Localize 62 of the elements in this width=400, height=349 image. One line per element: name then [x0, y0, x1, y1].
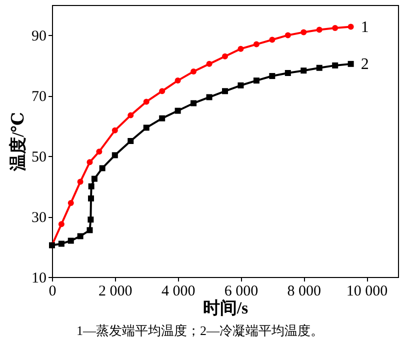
point — [300, 68, 307, 74]
point — [99, 165, 106, 172]
point — [238, 46, 244, 52]
point — [112, 152, 118, 158]
point — [206, 94, 212, 100]
x-tick-label: 2 000 — [98, 284, 132, 300]
point — [58, 240, 64, 247]
point — [253, 78, 260, 84]
point — [174, 78, 181, 84]
point — [143, 98, 150, 105]
point — [316, 26, 322, 33]
point — [332, 62, 338, 68]
text: 1—蒸发端平均温度；2—冷凝端平均温度。 — [76, 322, 324, 340]
point — [91, 176, 98, 182]
point — [77, 233, 84, 240]
point — [206, 60, 212, 67]
x-axis-title: 时间/s — [202, 298, 249, 318]
series-label: 2 — [360, 56, 369, 73]
point — [77, 178, 84, 185]
y-tick-label: 70 — [32, 89, 46, 106]
y-tick-label: 90 — [32, 28, 46, 45]
point — [269, 36, 276, 43]
y-tick-label: 10 — [32, 270, 46, 286]
point — [86, 159, 93, 166]
point — [88, 216, 94, 223]
point — [68, 238, 74, 244]
x-tick-label: 8 000 — [287, 284, 322, 300]
x-tick-label: 4 000 — [161, 284, 196, 300]
point — [222, 53, 228, 60]
point — [112, 127, 118, 134]
point — [222, 88, 228, 94]
point — [68, 200, 74, 206]
point — [143, 124, 150, 131]
point — [88, 195, 94, 202]
point — [174, 108, 181, 114]
point — [190, 68, 197, 74]
point — [348, 24, 354, 30]
point — [86, 227, 93, 234]
point — [128, 112, 134, 118]
point — [128, 138, 134, 144]
point — [316, 64, 322, 71]
point — [284, 32, 291, 38]
point — [96, 148, 102, 155]
point — [269, 73, 276, 80]
point — [253, 41, 260, 48]
point — [159, 115, 166, 122]
y-tick-label: 50 — [32, 150, 46, 166]
series-label: 1 — [360, 18, 369, 36]
point — [284, 70, 291, 76]
point — [238, 82, 244, 88]
point — [300, 29, 307, 36]
y-tick-label: 30 — [32, 210, 46, 226]
point — [88, 183, 94, 190]
x-tick-label: 0 — [48, 284, 56, 300]
y-axis-title: 温度/℃ — [8, 112, 28, 172]
x-tick-label: 10 000 — [346, 284, 388, 300]
point — [332, 24, 338, 31]
point — [190, 100, 197, 106]
point — [159, 88, 166, 94]
point — [58, 221, 64, 228]
x-tick-label: 6 000 — [224, 284, 258, 300]
point — [348, 60, 354, 67]
